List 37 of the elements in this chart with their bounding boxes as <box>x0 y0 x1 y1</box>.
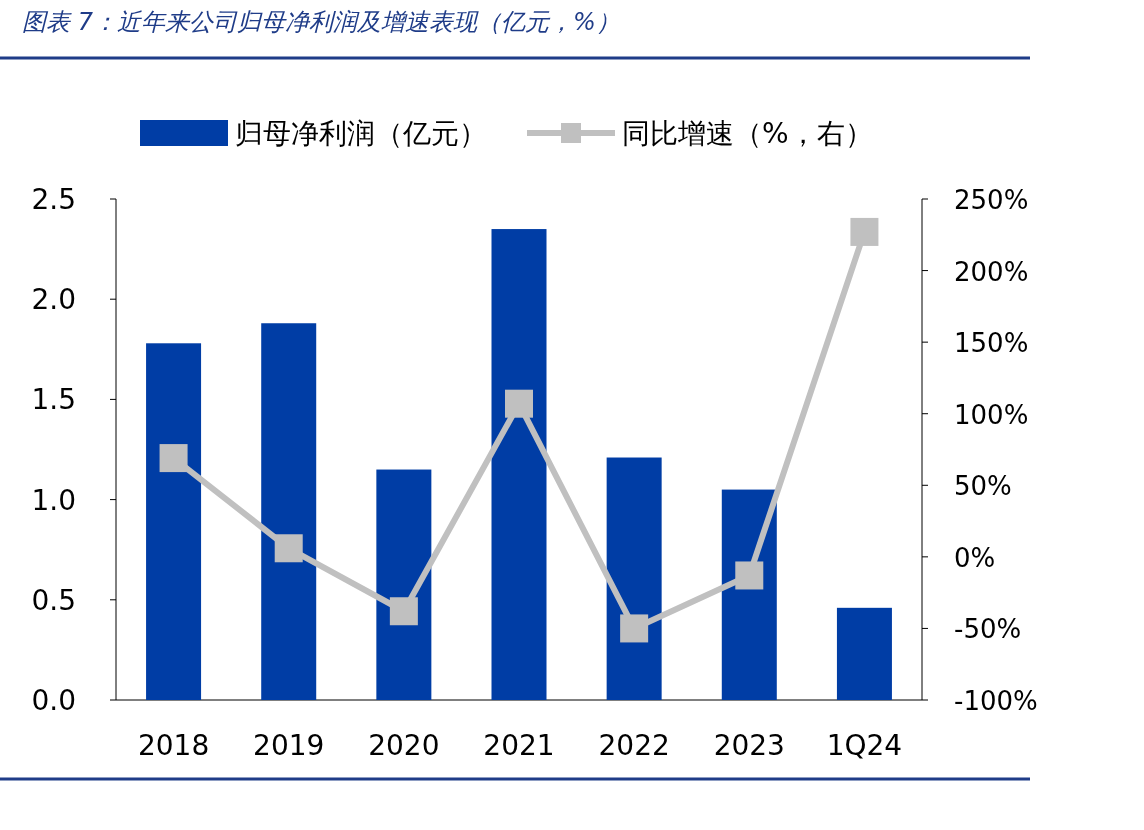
y2-tick-label: 100% <box>954 399 1029 430</box>
y2-tick-label: 0% <box>954 542 996 573</box>
y2-tick-label: 150% <box>954 328 1029 359</box>
point <box>735 561 764 590</box>
y-tick-label: 2.5 <box>31 183 76 216</box>
x-tick-label: 2020 <box>368 729 440 762</box>
point <box>159 444 188 473</box>
point <box>850 217 879 246</box>
y2-tick-label: -50% <box>954 614 1022 645</box>
x-tick-label: 2019 <box>253 729 325 762</box>
legend-label: 归母净利润（亿元） <box>235 117 487 150</box>
bar <box>836 607 892 700</box>
point <box>274 534 303 563</box>
bar <box>606 457 662 700</box>
bar <box>376 469 432 700</box>
point <box>620 614 649 643</box>
y2-tick-label: 50% <box>954 471 1012 502</box>
legend-label: 同比增速（%，右） <box>622 117 873 150</box>
y-tick-label: 0.5 <box>31 583 76 617</box>
x-tick-label: 2022 <box>598 729 670 762</box>
y2-tick-label: 200% <box>954 256 1029 287</box>
point <box>505 389 533 418</box>
bar <box>146 343 202 700</box>
y2-tick-label: -100% <box>954 686 1038 716</box>
x-tick-label: 2018 <box>137 729 210 762</box>
x-tick-label: 1Q24 <box>826 729 903 762</box>
bar <box>261 323 317 700</box>
chart-title: 图表 7：近年来公司归母净利润及增速表现（亿元，%） <box>22 8 620 36</box>
y-tick-label: 1.5 <box>31 383 76 417</box>
point <box>389 597 418 626</box>
x-tick-label: 2023 <box>713 729 785 762</box>
y-tick-label: 2.0 <box>31 283 76 317</box>
y-tick-label: 0.0 <box>31 684 76 717</box>
y-tick-label: 1.0 <box>31 483 76 517</box>
x-tick-label: 2021 <box>483 729 555 762</box>
y2-tick-label: 250% <box>954 185 1029 215</box>
bar <box>491 229 547 700</box>
